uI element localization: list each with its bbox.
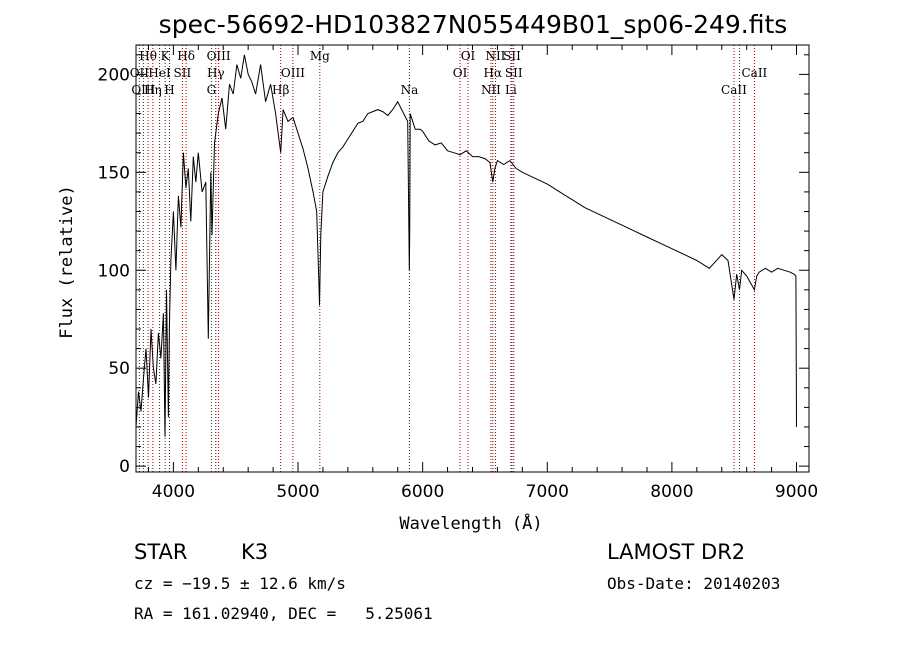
x-tick-label: 5000 [276, 482, 319, 502]
line-label-hη: Hη [144, 83, 162, 97]
coordinates: RA = 161.02940, DEC = 5.25061 [134, 604, 433, 623]
spectrum-series-line [135, 54, 797, 437]
object-type: STAR [134, 540, 188, 564]
spectral-line-markers [138, 45, 755, 472]
line-label-na: Na [401, 83, 419, 97]
line-label-oiii: OIII [207, 49, 231, 63]
line-label-nii: NII [485, 49, 505, 63]
line-label-g: G [207, 83, 217, 97]
x-tick-label: 8000 [650, 482, 693, 502]
line-label-sii: SII [174, 66, 192, 80]
y-tick-label: 0 [119, 457, 130, 477]
redshift-velocity: cz = −19.5 ± 12.6 km/s [134, 574, 346, 593]
chart-title: spec-56692-HD103827N055449B01_sp06-249.f… [159, 10, 788, 39]
line-label-hγ: Hγ [207, 66, 225, 80]
line-label-caii: CaII [741, 66, 767, 80]
x-tick-label: 9000 [775, 482, 818, 502]
y-axis-label: Flux (relative) [57, 185, 77, 339]
x-axis-label: Wavelength (Å) [399, 512, 542, 534]
line-label-oiii: OIII [281, 66, 305, 80]
x-tick-label: 7000 [526, 482, 569, 502]
x-tick-label: 6000 [401, 482, 444, 502]
spectral-class: K3 [241, 540, 269, 564]
line-label-k: K [161, 49, 171, 63]
line-label-sii: SII [505, 66, 523, 80]
line-label-mg: Mg [310, 49, 330, 63]
line-label-oi: OI [453, 66, 468, 80]
y-tick-label: 150 [98, 163, 130, 183]
x-tick-label: 4000 [152, 482, 195, 502]
spectral-line-labels: HθOIIOIIIKHeIHηHδSIIHOIIIHγGOIIIHβMgNaOI… [130, 49, 768, 97]
line-label-h: H [164, 83, 174, 97]
line-label-hθ: Hθ [139, 49, 157, 63]
survey-name: LAMOST DR2 [607, 540, 746, 564]
line-label-oii: OII [130, 66, 150, 80]
y-tick-label: 200 [98, 65, 130, 85]
axis-ticks: 4000 5000 6000 7000 8000 9000 0 50 100 150 200 [98, 45, 818, 502]
line-label-hα: Hα [484, 66, 503, 80]
line-label-caii: CaII [721, 83, 747, 97]
observation-date: Obs-Date: 20140203 [607, 574, 781, 593]
line-label-li: Li [505, 83, 517, 97]
y-tick-label: 100 [98, 261, 130, 281]
line-label-hβ: Hβ [272, 83, 289, 97]
line-label-oi: OI [461, 49, 476, 63]
line-label-hei: HeI [148, 66, 171, 80]
line-label-hδ: Hδ [177, 49, 195, 63]
y-tick-label: 50 [108, 359, 130, 379]
line-label-nii: NII [481, 83, 501, 97]
line-label-sii: SII [503, 49, 521, 63]
plot-frame [135, 44, 810, 473]
